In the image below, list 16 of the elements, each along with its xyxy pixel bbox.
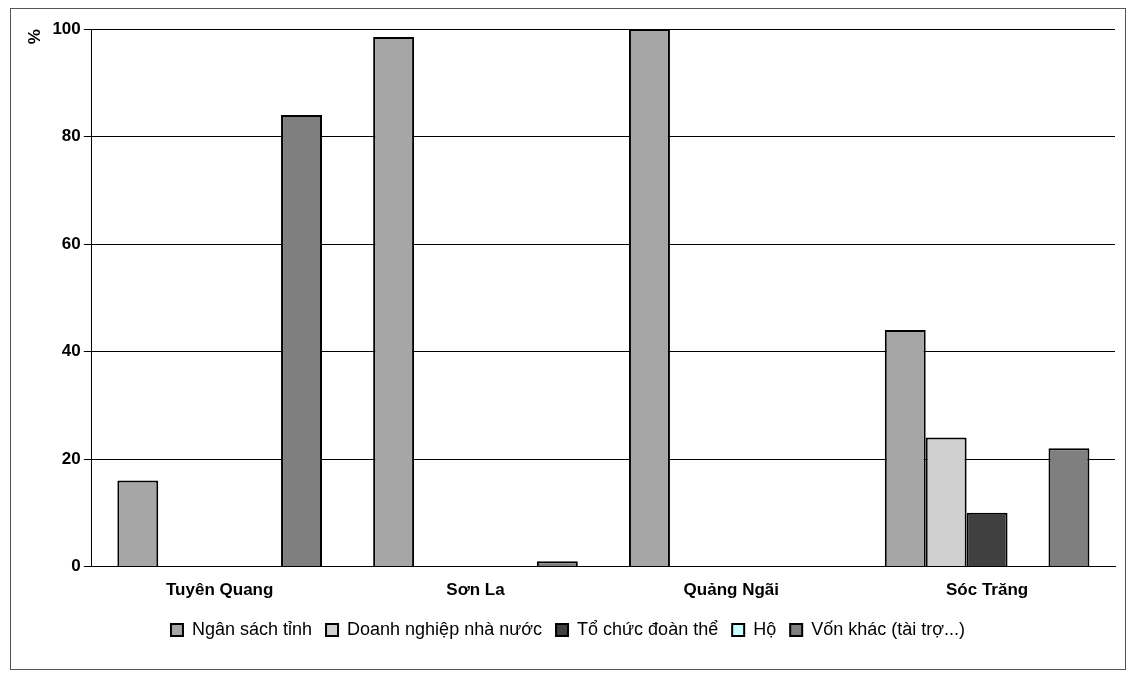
y-tick-label: 60 [61, 233, 81, 253]
y-axis-title: % [24, 29, 44, 45]
x-tick-label: Tuyên Quang [165, 580, 274, 600]
legend-label: Tổ chức đoàn thể [577, 618, 719, 639]
x-tick-label: Sóc Trăng [946, 580, 1029, 600]
y-tick-label: 100 [52, 18, 81, 38]
y-tick-label: 0 [71, 556, 81, 576]
y-tick-label: 40 [61, 341, 81, 361]
x-tick-label: Quảng Ngãi [683, 580, 779, 600]
legend-label: Hộ [753, 618, 777, 639]
y-tick-label: 80 [61, 126, 81, 146]
x-tick-label: Sơn La [446, 580, 506, 600]
y-tick-label: 20 [61, 448, 81, 468]
legend-label: Vốn khác (tài trợ...) [811, 618, 966, 639]
legend-label: Ngân sách tỉnh [191, 618, 313, 639]
legend-label: Doanh nghiệp nhà nước [347, 618, 543, 639]
